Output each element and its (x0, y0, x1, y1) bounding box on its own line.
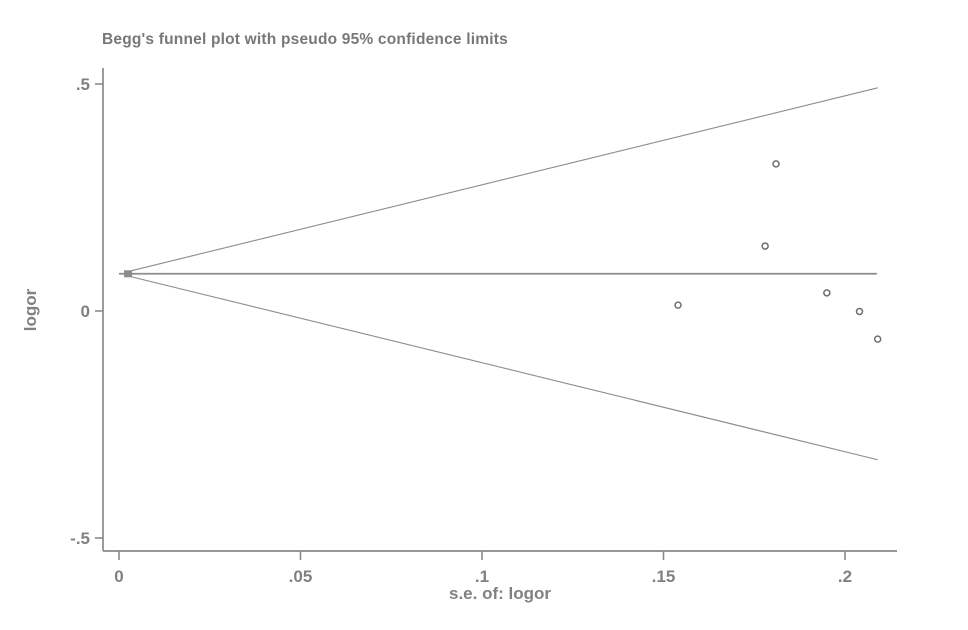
x-tick-label: .2 (838, 567, 852, 586)
x-tick-label: .1 (475, 567, 489, 586)
data-point (855, 307, 864, 316)
chart-title: Begg's funnel plot with pseudo 95% confi… (102, 31, 508, 48)
data-point (873, 335, 882, 343)
x-axis-label: s.e. of: logor (449, 584, 551, 603)
funnel-vertex-marker (124, 270, 133, 278)
y-tick-label: 0 (81, 302, 90, 321)
y-axis-label: logor (21, 288, 40, 332)
x-tick-label: .05 (289, 567, 313, 586)
y-tick-label: .5 (76, 75, 90, 94)
y-tick-label: -.5 (70, 529, 90, 548)
data-point (674, 301, 682, 309)
x-tick-label: .15 (652, 567, 676, 586)
x-tick-label: 0 (114, 567, 123, 586)
data-point (761, 242, 769, 250)
upper-confidence-limit-line (127, 87, 878, 273)
data-point (823, 289, 831, 297)
lower-confidence-limit-line (127, 275, 878, 461)
data-point (772, 160, 780, 168)
